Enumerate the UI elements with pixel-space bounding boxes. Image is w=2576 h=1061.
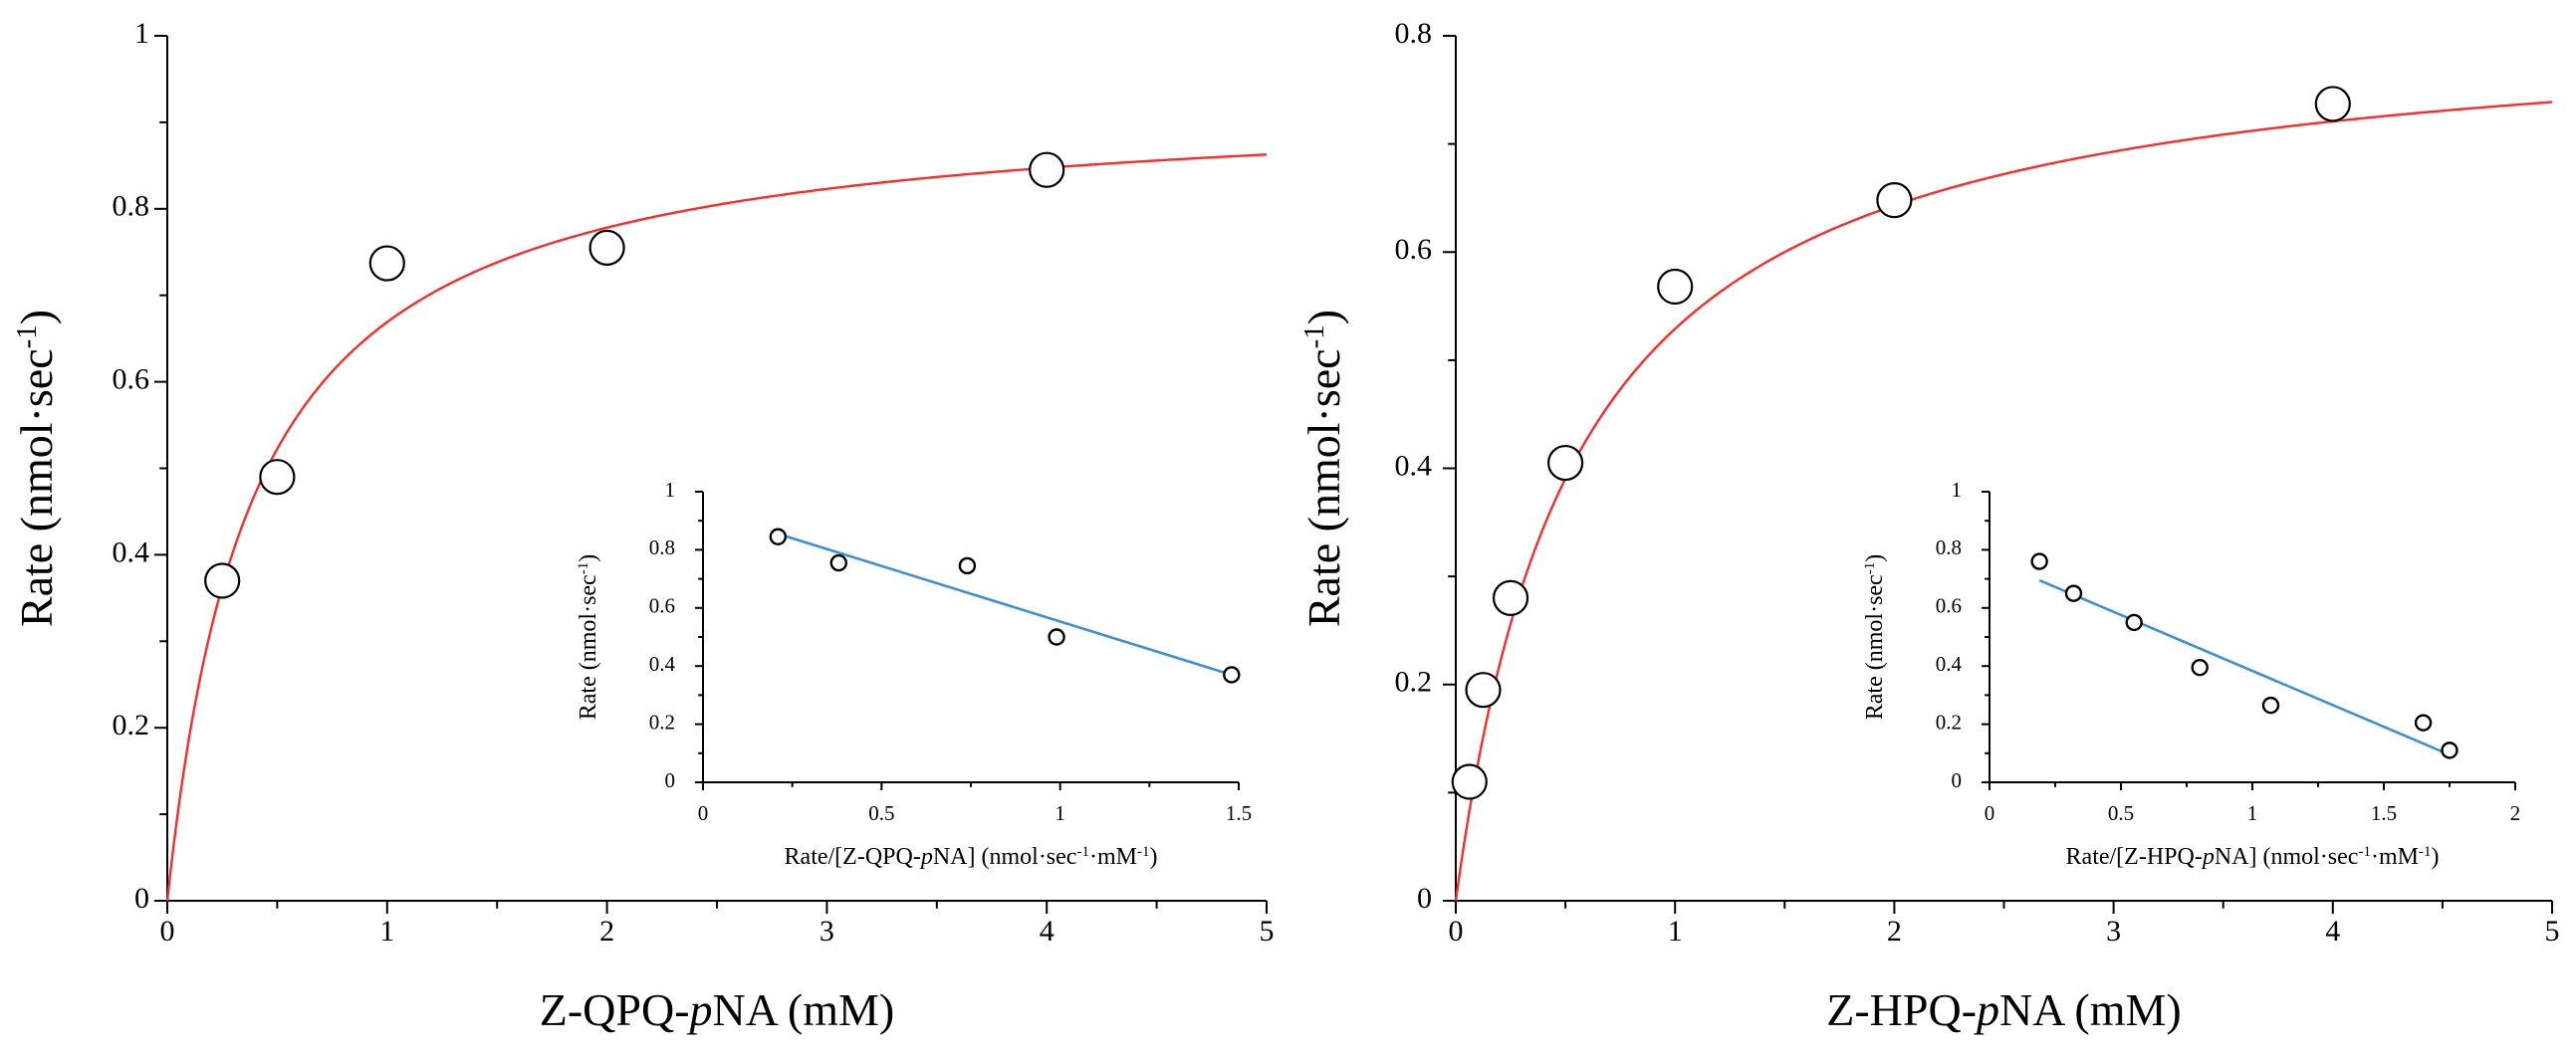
main-right-y-tick-label: 0.2 [1395, 666, 1433, 699]
inset-right-data-point [2414, 714, 2433, 732]
inset-left-chart: 0 0.5 1 1.5 0 0.2 0.4 0.6 0.8 1 Rate/[Z-QPQ-pNA] (… [576, 478, 1252, 870]
inset-right-y-tick-label: 0.2 [1936, 710, 1962, 734]
main-left-x-tick-label: 1 [379, 915, 394, 948]
main-left-x-tick-label: 5 [1260, 915, 1275, 948]
main-left-data-point [368, 245, 405, 282]
main-left-y-tick-label: 1 [134, 17, 149, 50]
inset-left-x-tick-label: 1 [1054, 801, 1065, 825]
inset-left-data-point [958, 556, 977, 575]
main-left-data-point [259, 459, 296, 496]
inset-right-chart: 0 0.5 1 1.5 2 0 0.2 0.4 0.6 0.8 1 Rate/[Z-HPQ-pNA] … [1862, 478, 2520, 870]
inset-left-data-point [1223, 666, 1241, 684]
main-left-data-point [204, 562, 241, 599]
inset-left-x-axis-label: Rate/[Z-QPQ-pNA] (nmol·sec-1·mM-1) [785, 844, 1158, 870]
inset-right-x-tick-label: 1.5 [2371, 801, 2397, 825]
inset-right-x-tick-label: 1 [2247, 801, 2258, 825]
main-left-x-tick-label: 2 [599, 915, 614, 948]
main-right-data-point [1451, 763, 1488, 800]
inset-right-data-point [2191, 658, 2209, 677]
inset-right-data-point [2030, 552, 2048, 570]
inset-right-y-tick-label: 1 [1952, 478, 1963, 502]
inset-right-data-point [2261, 696, 2280, 715]
main-right-data-point [1465, 672, 1502, 709]
main-left-y-tick-label: 0.4 [113, 535, 150, 568]
main-right-x-tick-label: 4 [2325, 915, 2340, 948]
inset-right-data-point [2125, 613, 2143, 632]
main-right-x-tick-label: 0 [1449, 915, 1464, 948]
main-right-x-tick-label: 3 [2106, 915, 2121, 948]
inset-right-y-tick-label: 0.4 [1936, 652, 1963, 676]
inset-right-x-tick-label: 0 [1985, 801, 1995, 825]
inset-left-y-tick-label: 1 [665, 478, 676, 502]
main-right-y-tick-label: 0 [1417, 882, 1432, 915]
main-left-chart: 0 1 2 3 4 5 0 0.2 0.4 0.6 0.8 1 Z-QPQ-pNA (mM) Rate (… [11, 17, 1275, 1035]
inset-left-y-tick-label: 0.4 [649, 652, 676, 676]
main-left-x-axis-label: Z-QPQ-pNA (mM) [540, 984, 895, 1035]
main-left-y-tick-label: 0.6 [113, 362, 150, 395]
main-right-y-tick-label: 0.8 [1395, 17, 1433, 50]
main-right-chart: 0 1 2 3 4 5 0 0.2 0.4 0.6 0.8 Z-HPQ-pNA (mM) Rate (n… [1298, 17, 2560, 1035]
inset-left-y-tick-label: 0.6 [649, 594, 675, 618]
main-right-fit-curve [1454, 101, 2553, 902]
main-left-y-axis-label: Rate (nmol·sec-1) [11, 310, 62, 627]
inset-right-y-axis-label: Rate (nmol·sec-1) [1862, 554, 1888, 720]
main-left-x-tick-label: 4 [1040, 915, 1054, 948]
main-right-x-tick-label: 1 [1668, 915, 1683, 948]
main-right-data-point [1546, 444, 1584, 482]
main-left-data-point [588, 229, 625, 267]
main-right-y-tick-label: 0.4 [1395, 449, 1433, 482]
main-right-data-point [2314, 86, 2351, 122]
inset-right-y-tick-label: 0.6 [1936, 594, 1962, 618]
inset-right-data-point [2064, 584, 2083, 602]
inset-left-x-tick-label: 1.5 [1226, 801, 1252, 825]
inset-left-data-point [829, 553, 847, 572]
inset-left-fit-line [777, 532, 1233, 677]
inset-left-x-tick-label: 0 [698, 801, 709, 825]
inset-right-x-axis-label: Rate/[Z-HPQ-pNA] (nmol·sec-1·mM-1) [2066, 844, 2440, 870]
main-right-x-tick-label: 5 [2545, 915, 2560, 948]
inset-left-y-axis-label: Rate (nmol·sec-1) [576, 554, 601, 720]
main-right-y-axis-label: Rate (nmol·sec-1) [1298, 310, 1349, 627]
main-right-data-point [1876, 182, 1913, 219]
inset-right-x-tick-label: 0.5 [2108, 801, 2134, 825]
main-left-x-tick-label: 0 [160, 915, 175, 948]
main-right-y-tick-label: 0.6 [1395, 233, 1433, 266]
inset-left-y-tick-label: 0 [665, 768, 676, 792]
inset-right-y-tick-label: 0 [1952, 768, 1963, 792]
main-right-data-point [1492, 579, 1529, 616]
main-left-y-tick-label: 0.8 [113, 190, 150, 223]
main-right-x-axis-label: Z-HPQ-pNA (mM) [1826, 984, 2182, 1035]
main-left-fit-curve [165, 153, 1268, 902]
inset-left-data-point [769, 528, 788, 545]
main-right-x-tick-label: 2 [1887, 915, 1902, 948]
main-left-y-tick-label: 0.2 [113, 709, 150, 742]
inset-left-x-tick-label: 0.5 [868, 801, 894, 825]
inset-left-y-tick-label: 0.2 [649, 710, 675, 734]
inset-right-fit-line [2038, 578, 2451, 756]
main-left-data-point [1029, 151, 1065, 188]
inset-left-y-tick-label: 0.8 [649, 535, 675, 559]
inset-right-data-point [2441, 742, 2459, 759]
main-left-x-tick-label: 3 [820, 915, 834, 948]
main-right-data-point [1657, 268, 1694, 306]
inset-left-data-point [1048, 628, 1065, 646]
inset-right-x-tick-label: 2 [2510, 801, 2521, 825]
main-left-y-tick-label: 0 [134, 882, 149, 915]
inset-right-y-tick-label: 0.8 [1936, 535, 1962, 559]
